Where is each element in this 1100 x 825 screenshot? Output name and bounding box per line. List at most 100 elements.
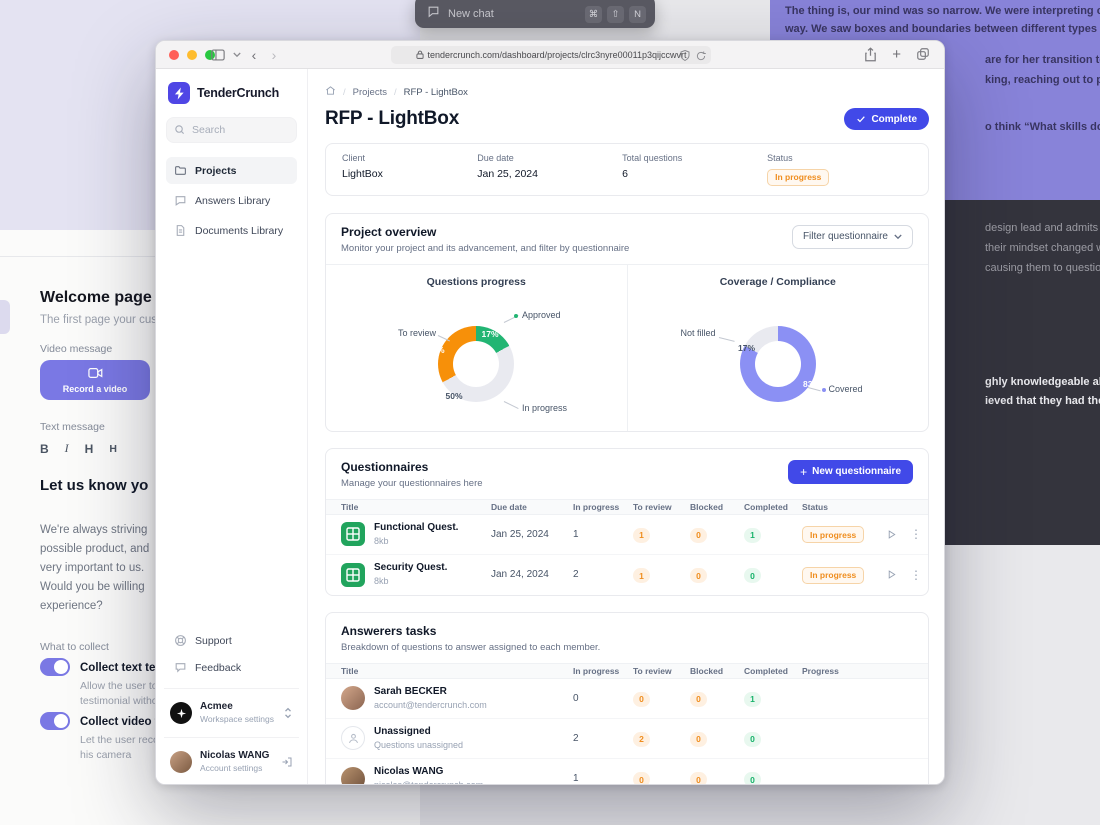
form-title: Welcome page [40,289,152,306]
lock-icon [415,46,424,64]
completed-badge: 0 [744,731,761,747]
collect-text-desc: Allow the user to testimonial withou [80,680,164,707]
member-avatar [341,766,365,784]
info-label: Status [767,153,793,163]
shortcut-keys: ⌘ ⇧ N [585,5,646,23]
search-input[interactable] [166,117,297,143]
address-bar[interactable]: tendercrunch.com/dashboard/projects/clrc… [391,46,711,64]
sidebar-toggle-icon[interactable] [210,47,226,63]
slice-pct: 17% [481,328,499,339]
coverage-compliance-chart: Coverage / Compliance 17% 83% Not filled… [626,264,929,431]
workspace-switcher[interactable]: Acmee Workspace settings [166,696,297,730]
questionnaires-table-header: Title Due date In progress To review Blo… [326,498,928,515]
heading1-button[interactable]: H [84,441,94,456]
search-box [166,117,297,143]
play-icon[interactable] [886,529,897,540]
blocked-badge: 0 [690,691,707,707]
chevron-down-icon[interactable] [229,47,245,63]
search-icon [175,125,185,135]
record-video-button[interactable]: Record a video [40,360,150,400]
collect-video-title: Collect video te [80,716,165,728]
purple-text-line: are for her transition to be a P [985,54,1100,66]
coverage-donut [739,325,816,402]
legend-dot [821,387,826,392]
sidebar-nav: Projects Answers Library Documents Libra… [166,157,297,244]
info-due-date: Due date Jan 25, 2024 [477,153,622,186]
cell-in-progress: 1 [573,528,579,540]
share-icon[interactable] [864,47,877,67]
collect-text-toggle[interactable] [40,658,70,676]
sidebar-item-feedback[interactable]: Feedback [166,654,297,681]
logout-icon[interactable] [281,756,293,768]
cell-due-date: Jan 24, 2024 [491,569,549,580]
slice-pct: 50% [445,390,463,401]
complete-button[interactable]: Complete [844,108,929,130]
questionnaires-subtitle: Manage your questionnaires here [341,477,483,489]
brand: TenderCrunch [166,82,297,104]
browser-window: ‹ › tendercrunch.com/dashboard/projects/… [155,40,945,785]
task-row[interactable]: Sarah BECKER account@tendercrunch.com 0 … [326,679,928,719]
task-row[interactable]: Unassigned Questions unassigned 2 2 0 0 [326,719,928,759]
person-icon [348,733,358,743]
editor-heading[interactable]: Let us know yo [40,477,149,494]
video-message-label: Video message [40,343,113,355]
forward-button[interactable]: › [271,47,277,63]
editor-paragraph-2[interactable]: Would you be willing experience? [40,581,145,612]
to-review-badge: 0 [633,691,650,707]
cell-in-progress: 2 [573,569,579,580]
page-title: RFP - LightBox [325,108,460,129]
breadcrumb-projects[interactable]: Projects [352,86,387,98]
slice-label: Covered [828,383,863,394]
home-icon[interactable] [325,85,336,99]
back-button[interactable]: ‹ [251,47,257,63]
privacy-badge-icon[interactable] [680,48,690,66]
tasks-table-header: Title In progress To review Blocked Comp… [326,662,928,679]
slice-pct: 83% [802,378,821,389]
reload-icon[interactable] [696,48,706,66]
task-row[interactable]: Nicolas WANG nicolas@tendercrunch.com 1 … [326,759,928,784]
check-icon [857,116,866,123]
play-icon[interactable] [886,569,897,580]
editor-paragraph-1[interactable]: We're always striving possible product, … [40,524,150,574]
new-chat-button[interactable]: New chat ⌘ ⇧ N [415,0,655,28]
purple-text-line: o think “What skills does she re [985,121,1100,133]
member-email: nicolas@tendercrunch.com [374,780,483,784]
row-menu-icon[interactable]: ⋮ [910,567,922,582]
row-menu-icon[interactable]: ⋮ [910,527,922,541]
zoom-window-button[interactable] [205,50,215,60]
blocked-badge: 0 [690,772,707,784]
sidebar-item-documents-library[interactable]: Documents Library [166,217,297,244]
sidebar-item-answers-library[interactable]: Answers Library [166,187,297,214]
chart-title: Questions progress [426,275,526,288]
italic-button[interactable]: I [64,441,69,455]
shift-key: ⇧ [607,5,624,23]
filter-questionnaire-button[interactable]: Filter questionnaire [791,224,913,249]
sidebar-item-support[interactable]: Support [166,627,297,654]
slice-label: Approved [522,309,561,320]
overview-subtitle: Monitor your project and its advancement… [341,242,630,254]
new-tab-icon[interactable]: + [892,46,901,63]
bold-button[interactable]: B [40,441,49,456]
questionnaire-row[interactable]: Security Quest. 8kb Jan 24, 2024 2 1 0 0… [326,555,928,595]
app-sidebar: TenderCrunch Projects Answers Library Do… [156,69,308,784]
tab-overview-icon[interactable] [916,47,930,67]
spreadsheet-icon [341,562,365,587]
collect-video-toggle[interactable] [40,712,70,730]
sidebar-item-projects[interactable]: Projects [166,157,297,184]
workspace-name: Acmee [200,701,233,712]
dark-text-line: their mindset changed when [985,242,1100,254]
breadcrumb: / Projects / RFP - LightBox [325,85,929,99]
new-questionnaire-button[interactable]: + New questionnaire [788,459,913,484]
heading2-button[interactable]: H [109,442,117,455]
unassigned-avatar [341,726,365,750]
minimize-window-button[interactable] [187,50,197,60]
info-value: 6 [622,168,629,180]
complete-button-label: Complete [871,113,917,125]
close-window-button[interactable] [169,50,179,60]
questionnaire-row[interactable]: Functional Quest. 8kb Jan 25, 2024 1 1 0… [326,515,928,555]
account-menu[interactable]: Nicolas WANG Account settings [166,745,297,776]
plus-icon: + [800,464,808,479]
completed-badge: 1 [744,527,761,543]
new-questionnaire-label: New questionnaire [812,466,901,477]
text-message-label: Text message [40,421,105,433]
